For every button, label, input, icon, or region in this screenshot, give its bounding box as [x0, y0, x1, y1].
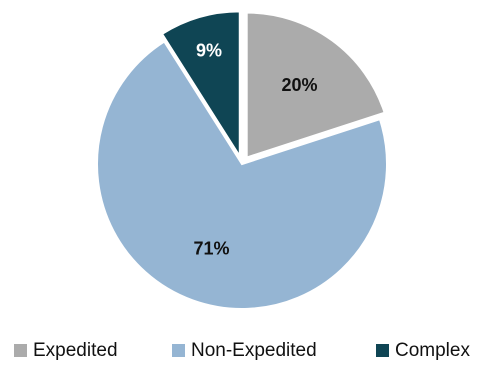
legend-label-expedited: Expedited [33, 339, 118, 361]
legend-item-non-expedited: Non-Expedited [172, 336, 317, 364]
data-label-non-expedited: 71% [194, 239, 230, 259]
legend-label-complex: Complex [395, 339, 470, 361]
pie-slice-non-expedited [96, 40, 388, 310]
chart-legend: Expedited Non-Expedited Complex [0, 336, 504, 364]
data-label-complex: 9% [196, 40, 222, 60]
pie-data-labels: 20% 71% 9% [194, 40, 318, 258]
data-label-expedited: 20% [282, 75, 318, 95]
pie-slice-complex [160, 10, 241, 160]
legend-item-expedited: Expedited [14, 336, 118, 364]
pie-slices [96, 10, 388, 310]
legend-swatch-expedited [14, 343, 27, 357]
pie-slice-expedited [245, 11, 386, 159]
legend-swatch-complex [376, 343, 389, 357]
legend-swatch-non-expedited [172, 343, 185, 357]
legend-label-non-expedited: Non-Expedited [191, 339, 317, 361]
legend-item-complex: Complex [376, 336, 470, 364]
